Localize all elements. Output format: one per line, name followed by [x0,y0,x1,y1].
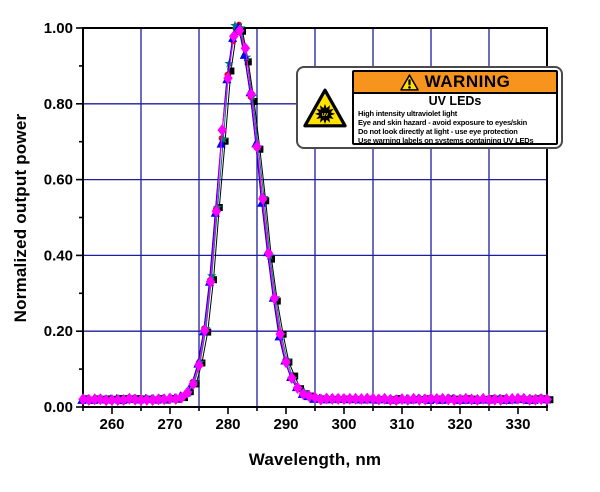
uv-radiation-hazard-icon: UV [298,68,352,147]
warning-line: High intensity ultraviolet light [358,109,458,118]
y-tick-label: 0.00 [44,399,73,416]
x-tick-label: 300 [331,416,356,433]
warning-line: Do not look directly at light - use eye … [358,127,518,136]
warning-header-text: WARNING [424,72,511,91]
y-tick-label: 0.60 [44,172,73,189]
x-tick-label: 320 [447,416,472,433]
x-tick-label: 260 [99,416,124,433]
x-tick-label: 270 [157,416,182,433]
y-axis-title: Normalized output power [11,113,30,323]
warning-line: Use warning labels on systems containing… [358,136,534,145]
uv-warning-label: UV WARNING UV LEDs High intensity ultrav… [296,66,563,149]
x-tick-label: 310 [389,416,414,433]
y-tick-label: 0.20 [44,323,73,340]
y-tick-label: 0.80 [44,96,73,113]
y-tick-label: 1.00 [44,20,73,37]
warning-triangle-icon [399,73,419,91]
warning-subject: UV LEDs [428,94,482,108]
warning-header: WARNING [354,72,556,94]
uv-icon-text: UV [322,111,328,116]
series-magenta-diamonds [78,24,552,407]
x-axis-title: Wavelength, nm [248,450,382,469]
plot-frame [82,27,548,408]
x-tick-label: 290 [273,416,298,433]
x-tick-label: 330 [505,416,530,433]
x-tick-label: 280 [215,416,240,433]
y-tick-label: 0.40 [44,247,73,264]
axis-tick-labels: 260 270 280 290 300 310 320 330 0.00 0.20 0.40 0.60… [44,20,531,433]
warning-line: Eye and skin hazard - avoid exposure to … [358,118,528,127]
warning-body: High intensity ultraviolet light Eye and… [354,108,556,145]
